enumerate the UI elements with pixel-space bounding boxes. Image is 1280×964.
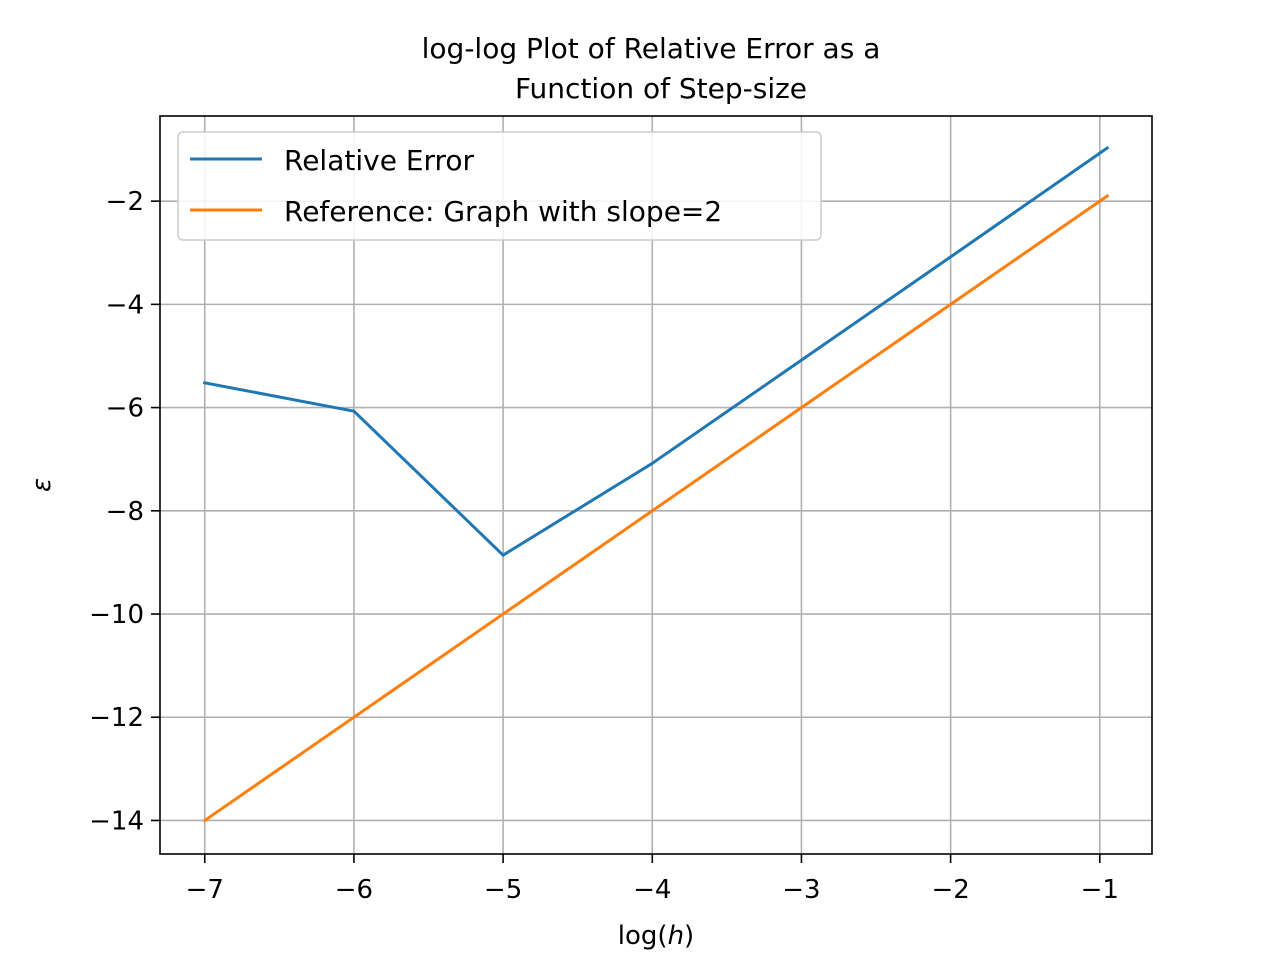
series-line-reference: [202, 193, 1110, 823]
legend-box: [177, 131, 822, 241]
x-tick-label: −5: [484, 875, 522, 905]
y-tick-label: −4: [106, 290, 144, 320]
y-tick-label: −14: [89, 806, 144, 836]
legend-label-reference: Reference: Graph with slope=2: [284, 195, 722, 228]
y-tick-label: −8: [106, 497, 144, 527]
series-line-relative-error: [202, 145, 1110, 557]
legend-label-relative-error: Relative Error: [284, 144, 475, 177]
y-axis-label: ε: [27, 478, 57, 492]
x-axis-label-suffix: ): [684, 921, 694, 951]
chart-title-line-2: Function of Step-size: [515, 72, 807, 105]
y-tick-label: −6: [106, 394, 144, 424]
x-axis-label-prefix: log(: [618, 921, 668, 951]
x-tick-label: −4: [633, 875, 671, 905]
x-axis-label: log(h): [618, 921, 694, 951]
x-axis-label-variable: h: [668, 921, 684, 951]
tick-layer: −7 −6 −5 −4 −3 −2 −1 −2 −4 −6 −8 −10 −12 −14: [89, 187, 1119, 905]
x-tick-label: −6: [335, 875, 373, 905]
chart-title-line-1: log-log Plot of Relative Error as a: [422, 32, 881, 65]
x-tick-label: −3: [782, 875, 820, 905]
x-tick-label: −1: [1081, 875, 1119, 905]
x-tick-label: −7: [186, 875, 224, 905]
x-tick-label: −2: [931, 875, 969, 905]
y-tick-label: −12: [89, 703, 144, 733]
y-tick-label: −2: [106, 187, 144, 217]
y-tick-label: −10: [89, 600, 144, 630]
series-layer: [202, 145, 1110, 823]
legend: Relative Error Reference: Graph with slo…: [177, 131, 822, 241]
plot-frame: [159, 115, 1153, 855]
